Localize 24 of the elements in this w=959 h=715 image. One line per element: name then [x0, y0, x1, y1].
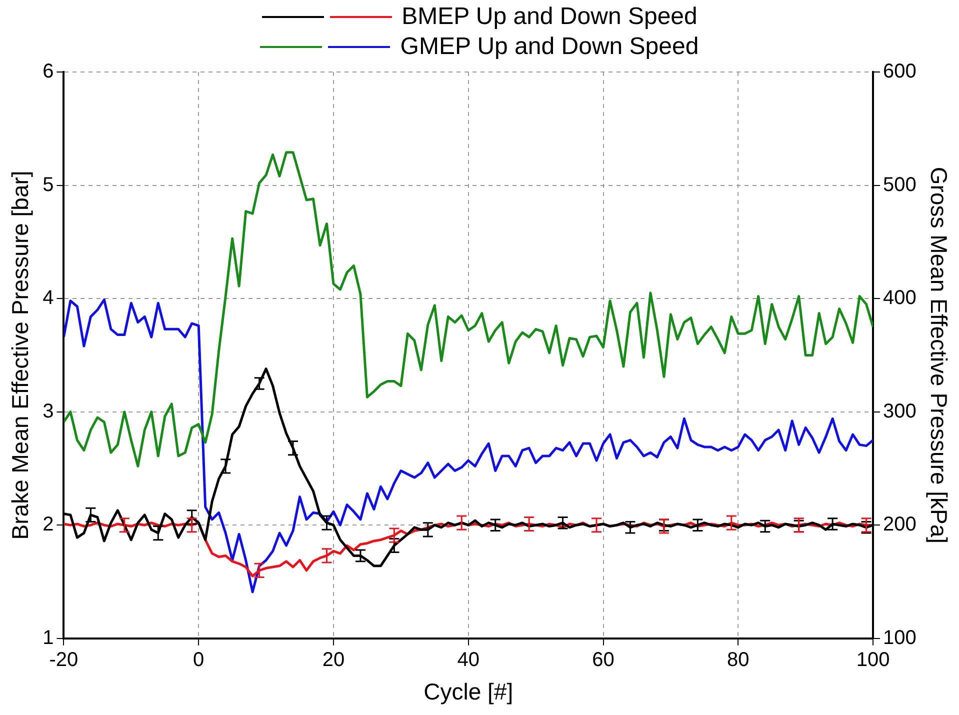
x-tick-label: -20 [49, 648, 78, 671]
x-tick-label: 40 [457, 648, 480, 671]
y-tick-label: 2 [42, 514, 54, 536]
y-axis-title: Brake Mean Effective Pressure [bar] [7, 170, 34, 540]
y-tick-label: 3 [42, 400, 54, 422]
x-tick-label: 20 [322, 648, 345, 671]
y-tick-label: 6 [42, 60, 54, 83]
y-tick-label: 4 [42, 287, 54, 310]
x-tick-label: 60 [592, 648, 614, 671]
y2-tick-label: 400 [883, 287, 916, 310]
y2-tick-label: 100 [883, 626, 916, 649]
y2-tick-label: 500 [883, 174, 916, 196]
y2-tick-label: 200 [883, 514, 916, 536]
x-tick-label: 0 [193, 648, 204, 671]
y-tick-label: 1 [42, 626, 54, 649]
legend-label: GMEP Up and Down Speed [400, 32, 699, 62]
y2-axis-title: Gross Mean Effective Pressure [kPa] [926, 166, 952, 544]
x-tick-label: 80 [727, 648, 750, 671]
y2-tick-label: 300 [883, 400, 916, 422]
y-tick-label: 5 [42, 174, 54, 196]
legend-label: BMEP Up and Down Speed [402, 2, 698, 32]
x-tick-label: 100 [856, 648, 890, 671]
x-axis-title: Cycle [#] [424, 678, 514, 705]
y2-tick-label: 600 [883, 60, 916, 83]
